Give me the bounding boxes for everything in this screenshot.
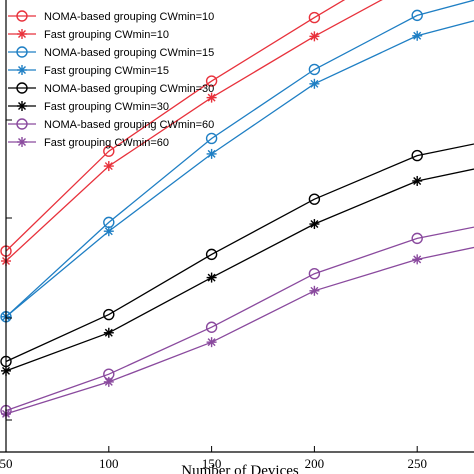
data-point [103,145,115,157]
legend-label: Fast grouping CWmin=30 [44,101,169,113]
legend-marker [17,65,27,75]
x-tick-label: 100 [99,456,119,471]
legend-marker [17,137,27,147]
legend-marker [16,82,28,94]
data-point [411,9,423,22]
legend-label: NOMA-based grouping CWmin=15 [44,47,214,59]
data-point [308,11,321,24]
legend-marker [16,46,28,58]
data-point [205,132,218,145]
data-point [412,254,423,265]
data-point [309,78,320,89]
series-line [5,20,474,318]
legend-label: NOMA-based grouping CWmin=10 [44,11,214,23]
x-tick-label: 200 [305,456,325,471]
data-point [308,268,321,280]
x-tick-label: 250 [407,456,427,471]
series-line [5,143,474,363]
data-point [309,31,320,42]
legend-marker [17,101,27,111]
data-point [412,175,423,186]
legend-marker [16,10,28,22]
x-tick-label: 150 [202,456,222,471]
series-line [5,226,474,412]
data-point [411,149,423,162]
data-point [103,376,114,387]
data-point [103,308,115,321]
legend-label: Fast grouping CWmin=10 [44,29,169,41]
legend-label: Fast grouping CWmin=15 [44,65,169,77]
data-point [206,337,217,348]
data-point [309,219,320,230]
x-axis-title: Number of Devices [181,463,299,474]
data-point [103,327,114,338]
data-point [308,193,321,205]
legend-label: NOMA-based grouping CWmin=30 [44,83,214,95]
data-point [308,63,321,76]
plot-lines [5,0,474,415]
data-point [411,232,423,245]
data-point [205,75,218,87]
data-point [206,272,217,283]
x-tick-label: 50 [0,456,13,471]
data-point [412,30,423,41]
data-point [206,148,217,159]
data-point [205,321,218,333]
series-line [5,168,474,372]
series-line [5,246,474,415]
legend-label: Fast grouping CWmin=60 [44,137,169,149]
data-point [205,248,218,261]
legend-marker [16,118,28,130]
data-point [206,92,217,103]
data-point [103,226,114,237]
legend: NOMA-based grouping CWmin=10 Fast groupin… [8,10,214,149]
series-line [5,0,346,252]
data-point [309,285,320,296]
data-point [103,161,114,172]
series-line [5,0,474,318]
series-line [5,0,383,262]
legend-label: NOMA-based grouping CWmin=60 [44,119,214,131]
legend-marker [17,29,27,39]
